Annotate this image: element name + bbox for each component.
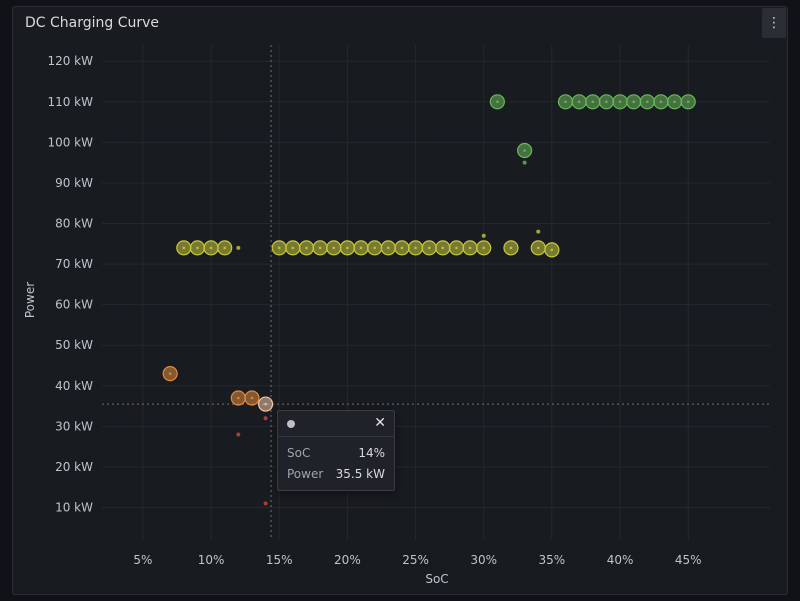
data-point bbox=[236, 432, 241, 437]
data-point-center bbox=[441, 246, 445, 250]
data-point-center bbox=[659, 100, 663, 104]
data-point-center bbox=[496, 100, 499, 104]
x-tick-label: 25% bbox=[402, 553, 429, 567]
data-point-center bbox=[250, 396, 254, 400]
data-point-center bbox=[673, 100, 676, 104]
y-tick-label: 100 kW bbox=[47, 135, 93, 149]
x-tick-label: 5% bbox=[133, 553, 152, 567]
data-point-center bbox=[318, 246, 322, 250]
x-tick-label: 20% bbox=[334, 553, 361, 567]
y-tick-label: 40 kW bbox=[55, 379, 93, 393]
tooltip-value: 14% bbox=[358, 446, 385, 460]
data-point-center bbox=[305, 246, 308, 250]
data-point bbox=[263, 501, 268, 506]
tooltip-value: 35.5 kW bbox=[335, 467, 385, 481]
y-tick-label: 10 kW bbox=[55, 501, 93, 515]
data-point-center bbox=[523, 149, 526, 152]
series-color-dot bbox=[287, 420, 295, 428]
data-point-center bbox=[509, 246, 513, 250]
data-point-center bbox=[400, 246, 404, 250]
data-point-center bbox=[386, 246, 390, 250]
y-tick-label: 30 kW bbox=[55, 419, 93, 433]
x-tick-label: 40% bbox=[607, 553, 634, 567]
data-point-center bbox=[373, 246, 376, 250]
data-point bbox=[481, 233, 486, 238]
y-tick-label: 50 kW bbox=[55, 338, 93, 352]
tooltip-row-power: Power 35.5 kW bbox=[287, 467, 385, 481]
data-point-center bbox=[427, 246, 431, 250]
data-point-center bbox=[264, 402, 267, 406]
x-tick-label: 10% bbox=[198, 553, 225, 567]
data-point-center bbox=[455, 246, 458, 250]
data-point-center bbox=[577, 100, 581, 104]
data-point-center bbox=[414, 246, 417, 250]
data-point-center bbox=[332, 246, 336, 250]
data-tooltip: ✕ SoC 14% Power 35.5 kW bbox=[277, 410, 395, 491]
data-point-center bbox=[223, 246, 226, 250]
y-axis-label: Power bbox=[23, 282, 37, 318]
data-point-center bbox=[182, 246, 186, 250]
data-point bbox=[522, 160, 527, 165]
data-point-center bbox=[605, 100, 608, 104]
data-point-center bbox=[468, 246, 472, 250]
tooltip-header: ✕ bbox=[278, 411, 394, 437]
y-tick-label: 70 kW bbox=[55, 257, 93, 271]
data-point-center bbox=[591, 100, 595, 104]
x-tick-label: 15% bbox=[266, 553, 293, 567]
data-point-center bbox=[564, 100, 567, 104]
y-tick-label: 120 kW bbox=[47, 54, 93, 68]
data-point-center bbox=[482, 246, 486, 250]
data-point bbox=[236, 245, 241, 250]
y-tick-label: 90 kW bbox=[55, 176, 93, 190]
data-point-center bbox=[291, 246, 295, 250]
data-point-center bbox=[209, 246, 213, 250]
data-point bbox=[536, 229, 541, 234]
tooltip-label: Power bbox=[287, 467, 324, 481]
x-tick-label: 35% bbox=[539, 553, 566, 567]
data-point bbox=[263, 416, 268, 421]
tooltip-row-soc: SoC 14% bbox=[287, 446, 385, 460]
y-tick-label: 20 kW bbox=[55, 460, 93, 474]
y-tick-label: 80 kW bbox=[55, 217, 93, 231]
x-tick-label: 45% bbox=[675, 553, 702, 567]
data-point-center bbox=[237, 396, 240, 400]
data-point-center bbox=[277, 246, 281, 250]
data-point-center bbox=[168, 372, 172, 375]
data-point-center bbox=[618, 100, 622, 104]
data-point-center bbox=[550, 248, 554, 252]
data-point-center bbox=[359, 246, 363, 250]
data-point-center bbox=[536, 246, 540, 250]
close-icon[interactable]: ✕ bbox=[374, 415, 386, 431]
data-point-center bbox=[632, 100, 635, 104]
y-tick-label: 60 kW bbox=[55, 298, 93, 312]
data-point-center bbox=[646, 100, 649, 104]
y-tick-label: 110 kW bbox=[47, 95, 93, 109]
x-tick-label: 30% bbox=[470, 553, 497, 567]
tooltip-label: SoC bbox=[287, 446, 311, 460]
x-axis-label: SoC bbox=[425, 572, 448, 586]
data-point-center bbox=[196, 246, 199, 250]
panel-title: DC Charging Curve bbox=[25, 15, 160, 31]
vertical-ellipsis-icon: ⋮ bbox=[767, 15, 781, 31]
panel-menu-button[interactable]: ⋮ bbox=[762, 8, 786, 38]
data-point-center bbox=[346, 246, 349, 250]
data-point-center bbox=[686, 100, 690, 104]
